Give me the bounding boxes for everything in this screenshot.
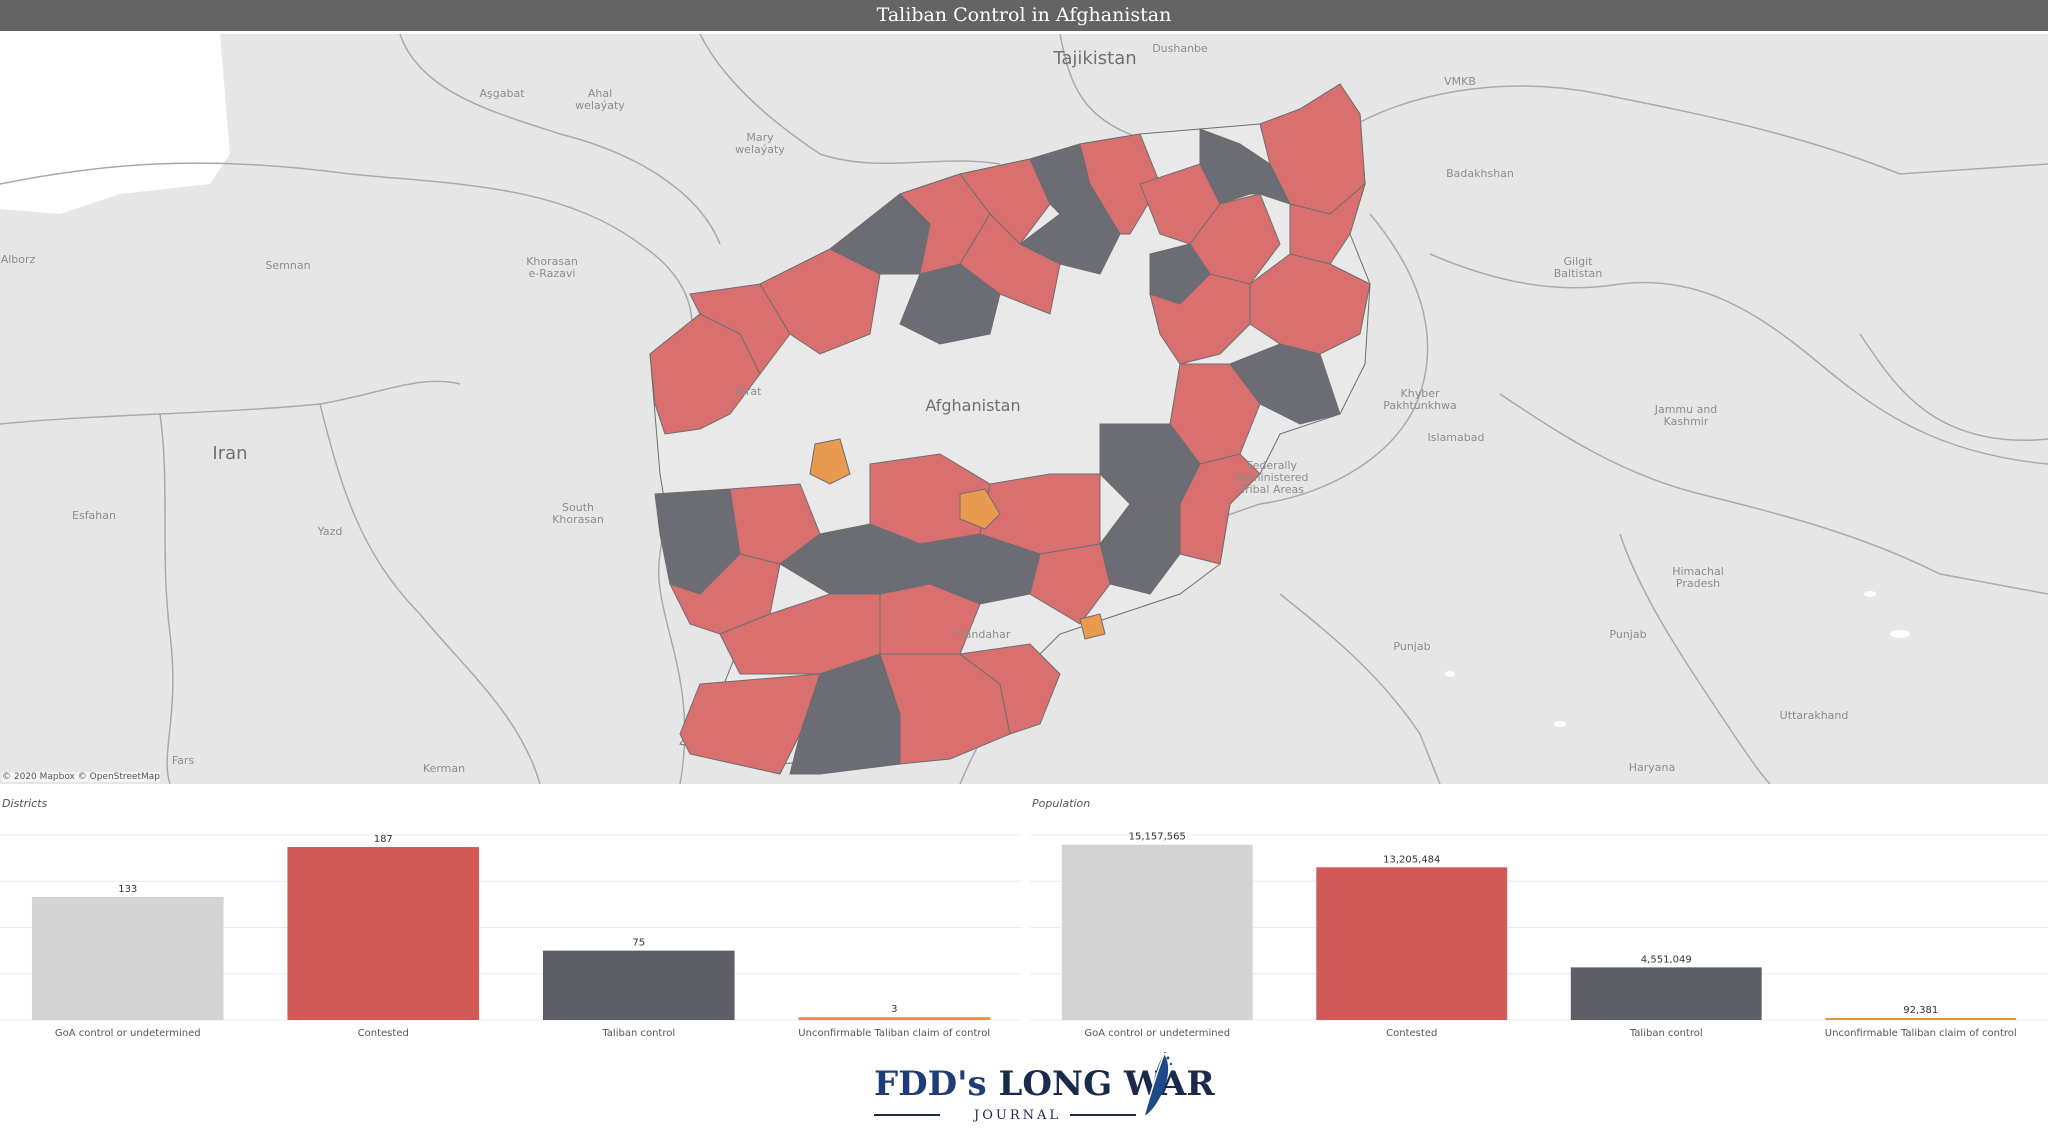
- population-chart[interactable]: Population 15,157,565 GoA control or unde…: [1030, 795, 2048, 1045]
- logo-fdd: FDD's: [874, 1064, 987, 1104]
- population-bar-chart[interactable]: 15,157,565 GoA control or undetermined 13,…: [1030, 795, 2048, 1045]
- label-punjab-pk: Punjab: [1393, 640, 1431, 653]
- label-khyber: Khyber Pakhtunkhwa: [1383, 387, 1457, 412]
- label-iran: Iran: [212, 443, 248, 464]
- label-ashgabat: Aşgabat: [479, 87, 525, 100]
- map-canvas[interactable]: [0, 34, 2048, 784]
- label-khorasan-razavi: Khorasan e-Razavi: [526, 255, 578, 280]
- district-unconfirmable[interactable]: [809, 438, 851, 485]
- label-tajikistan: Tajikistan: [1053, 48, 1137, 69]
- label-himachal: Himachal Pradesh: [1672, 565, 1724, 590]
- logo-rule-right: [1070, 1114, 1136, 1116]
- label-ahal: Ahal welaýaty: [575, 87, 625, 112]
- bar[interactable]: [31, 896, 224, 1020]
- afghanistan-districts[interactable]: [649, 83, 1371, 775]
- quill-icon: [1143, 1052, 1173, 1117]
- label-mary: Mary welaýaty: [735, 131, 785, 156]
- label-esfahan: Esfahan: [72, 509, 116, 522]
- district-taliban[interactable]: [1199, 128, 1251, 205]
- label-kandahar: Kandahar: [957, 628, 1011, 641]
- label-south-khorasan: South Khorasan: [552, 501, 604, 526]
- logo-wordmark: FDD's LONG WAR: [874, 1064, 1215, 1104]
- map-attribution[interactable]: © 2020 Mapbox © OpenStreetMap: [2, 772, 160, 782]
- fdd-long-war-journal-logo: FDD's LONG WAR JOURNAL: [870, 1052, 1215, 1123]
- label-gilgit: Gilgit Baltistan: [1553, 255, 1603, 280]
- label-vmkb: VMKB: [1444, 75, 1476, 88]
- label-fata: Federally Administered Tribal Areas: [1235, 459, 1309, 496]
- logo-journal: JOURNAL: [974, 1108, 1062, 1123]
- bar[interactable]: [542, 950, 735, 1020]
- category-tick-label: Unconfirmable Taliban claim of control: [798, 1028, 990, 1039]
- bar[interactable]: [287, 847, 480, 1020]
- bar[interactable]: [798, 1017, 991, 1020]
- district-contested[interactable]: [1149, 273, 1251, 365]
- chart-title: Districts: [2, 797, 48, 810]
- label-badakhshan: Badakhshan: [1446, 167, 1514, 180]
- district-contested[interactable]: [959, 158, 1051, 245]
- bar-value-label: 187: [374, 834, 393, 845]
- district-taliban[interactable]: [1239, 142, 1291, 205]
- label-dushanbe: Dushanbe: [1152, 42, 1208, 55]
- label-uttarakhand: Uttarakhand: [1779, 709, 1849, 722]
- districts-chart[interactable]: Districts 133 GoA control or undetermined…: [0, 795, 1022, 1045]
- bar[interactable]: [1825, 1018, 2017, 1020]
- bar-value-label: 133: [118, 884, 137, 895]
- bar-value-label: 4,551,049: [1641, 954, 1692, 965]
- caspian-sea-shape: [0, 34, 230, 214]
- label-afghanistan: Afghanistan: [925, 396, 1021, 415]
- category-tick-label: Contested: [1386, 1028, 1437, 1039]
- label-semnan: Semnan: [265, 259, 311, 272]
- bar[interactable]: [1061, 844, 1253, 1020]
- label-kerman: Kerman: [422, 762, 466, 775]
- afghanistan-control-map[interactable]: Tajikistan Afghanistan Iran Dushanbe VMK…: [0, 34, 2048, 784]
- district-contested[interactable]: [958, 643, 1061, 735]
- label-fars: Fars: [171, 754, 195, 767]
- district-unconfirmable[interactable]: [959, 488, 1001, 530]
- border-lines: [0, 34, 2048, 784]
- bar[interactable]: [1316, 867, 1508, 1020]
- logo-rule-left: [874, 1114, 940, 1116]
- district-contested[interactable]: [1249, 253, 1371, 355]
- bar[interactable]: [1570, 967, 1762, 1020]
- category-tick-label: Contested: [358, 1028, 409, 1039]
- label-yazd: Yazd: [317, 525, 343, 538]
- label-haryana: Haryana: [1628, 761, 1676, 774]
- district-contested[interactable]: [669, 553, 781, 635]
- bar-value-label: 15,157,565: [1129, 832, 1186, 843]
- category-tick-label: Taliban control: [1629, 1028, 1703, 1039]
- category-tick-label: Taliban control: [601, 1028, 675, 1039]
- category-tick-label: Unconfirmable Taliban claim of control: [1825, 1028, 2017, 1039]
- dashboard-title: Taliban Control in Afghanistan: [0, 0, 2048, 31]
- lakes: [1445, 591, 1910, 727]
- category-tick-label: GoA control or undetermined: [55, 1028, 201, 1039]
- district-unconfirmable[interactable]: [1079, 613, 1106, 640]
- label-hirat: Hirat: [734, 385, 762, 398]
- bar-value-label: 13,205,484: [1383, 854, 1440, 865]
- chart-title: Population: [1032, 797, 1091, 810]
- bar-value-label: 75: [632, 938, 645, 949]
- district-contested[interactable]: [1029, 543, 1111, 625]
- label-jammu: Jammu and Kashmir: [1654, 403, 1718, 428]
- label-alborz: Alborz: [0, 253, 36, 266]
- districts-bar-chart[interactable]: 133 GoA control or undetermined 187 Contest…: [0, 795, 1022, 1045]
- logo-long-war: LONG WAR: [986, 1064, 1215, 1104]
- category-tick-label: GoA control or undetermined: [1084, 1028, 1230, 1039]
- label-punjab-in: Punjab: [1609, 628, 1647, 641]
- district-contested[interactable]: [1079, 133, 1161, 235]
- bar-value-label: 92,381: [1903, 1005, 1938, 1016]
- label-islamabad: Islamabad: [1427, 431, 1485, 444]
- bar-value-label: 3: [891, 1004, 897, 1015]
